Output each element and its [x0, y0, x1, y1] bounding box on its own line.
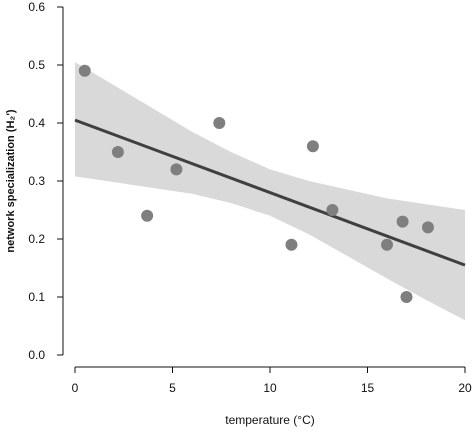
y-tick-label-0.4: 0.4 — [28, 116, 45, 130]
data-point-10 — [396, 215, 409, 228]
regression-line — [74, 118, 466, 267]
y-tick-label-0.3: 0.3 — [28, 174, 45, 188]
y-tick-label-0.5: 0.5 — [28, 58, 45, 72]
x-tick-label-15: 15 — [361, 381, 375, 395]
x-tick-label-20: 20 — [458, 381, 472, 395]
data-point-6 — [285, 238, 298, 251]
data-point-5 — [213, 117, 226, 129]
y-tick-label-0.0: 0.0 — [28, 348, 45, 362]
y-axis-title: network specialization (H₂') — [5, 109, 17, 253]
data-point-1 — [78, 64, 91, 77]
y-tick-label-0.6: 0.6 — [28, 0, 45, 14]
data-point-3 — [141, 209, 154, 222]
x-axis-title: temperature (°C) — [225, 413, 315, 427]
x-tick-label-5: 5 — [169, 381, 176, 395]
data-point-12 — [421, 221, 434, 234]
data-point-4 — [170, 163, 183, 176]
data-point-2 — [111, 146, 124, 158]
y-tick-label-0.2: 0.2 — [28, 232, 45, 246]
x-tick-label-0: 0 — [72, 381, 79, 395]
data-point-9 — [381, 238, 393, 251]
y-tick-label-0.1: 0.1 — [28, 290, 45, 304]
data-point-7 — [306, 140, 319, 153]
data-point-11 — [400, 291, 413, 303]
x-tick-label-10: 10 — [263, 381, 277, 395]
data-point-8 — [326, 204, 339, 216]
